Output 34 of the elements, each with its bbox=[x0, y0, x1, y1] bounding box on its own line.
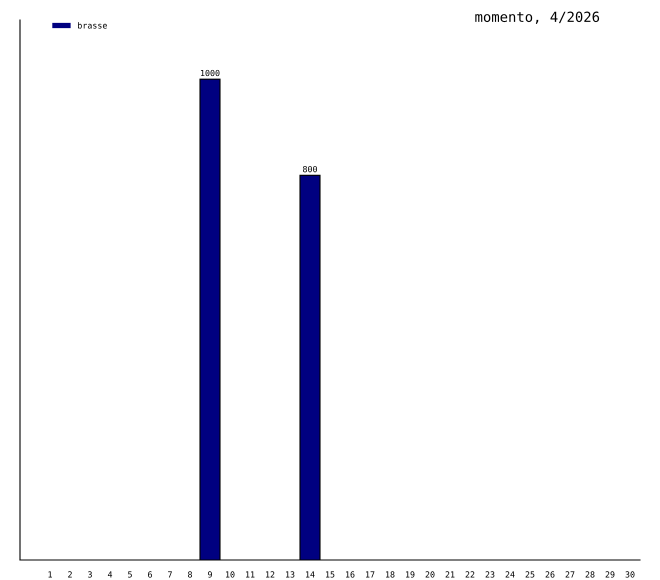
x-tick-label: 16 bbox=[346, 571, 354, 578]
x-tick-label: 5 bbox=[128, 571, 132, 578]
x-tick-label: 10 bbox=[226, 571, 234, 578]
x-tick-label: 11 bbox=[246, 571, 254, 578]
x-tick-label: 14 bbox=[306, 571, 315, 578]
x-tick-label: 30 bbox=[626, 571, 634, 578]
legend-label: brasse bbox=[78, 22, 107, 29]
x-tick-label: 20 bbox=[426, 571, 434, 578]
x-tick-label: 23 bbox=[486, 571, 494, 578]
x-tick-label: 3 bbox=[88, 571, 92, 578]
x-tick-label: 22 bbox=[466, 571, 474, 578]
x-tick-label: 6 bbox=[148, 571, 152, 578]
x-tick-label: 25 bbox=[526, 571, 534, 578]
chart-title: momento, 4/2026 bbox=[475, 12, 600, 24]
x-tick-label: 2 bbox=[68, 571, 72, 578]
x-tick-label: 24 bbox=[506, 571, 515, 578]
x-tick-label: 21 bbox=[446, 571, 454, 578]
x-tick-label: 17 bbox=[366, 571, 374, 578]
x-tick-label: 7 bbox=[168, 571, 172, 578]
x-tick-label: 15 bbox=[326, 571, 334, 578]
x-tick-label: 26 bbox=[546, 571, 554, 578]
x-tick-label: 9 bbox=[208, 571, 212, 578]
data-label: 800 bbox=[303, 166, 317, 172]
x-tick-label: 12 bbox=[266, 571, 274, 578]
x-tick-label: 1 bbox=[48, 571, 52, 578]
x-tick-label: 18 bbox=[386, 571, 394, 578]
x-tick-label: 13 bbox=[286, 571, 294, 578]
x-tick-label: 19 bbox=[406, 571, 414, 578]
x-tick-label: 4 bbox=[108, 571, 112, 578]
x-tick-label: 28 bbox=[586, 571, 594, 578]
x-tick-label: 8 bbox=[188, 571, 192, 578]
x-tick-label: 27 bbox=[566, 571, 574, 578]
data-label: 1000 bbox=[200, 70, 220, 76]
x-tick-label: 29 bbox=[606, 571, 614, 578]
